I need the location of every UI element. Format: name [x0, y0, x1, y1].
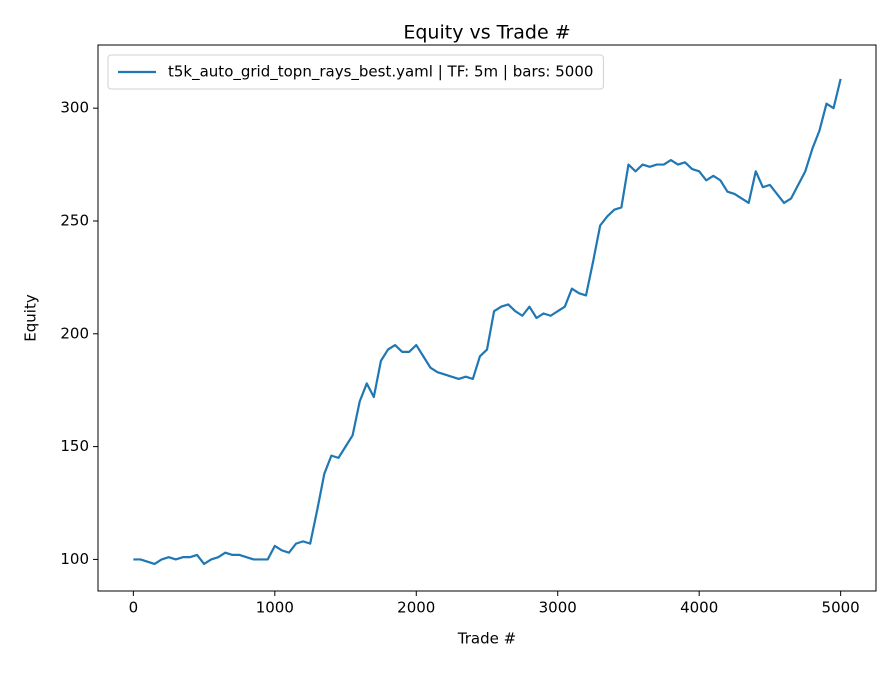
x-tick-label: 0 — [129, 599, 139, 617]
y-tick-label: 200 — [60, 324, 89, 342]
legend — [107, 54, 604, 90]
chart-title: Equity vs Trade # — [403, 22, 570, 44]
legend-label: t5k_auto_grid_topn_rays_best.yaml | TF: … — [168, 63, 593, 82]
x-tick-label: 3000 — [539, 599, 577, 617]
y-tick-label: 100 — [60, 550, 89, 568]
y-tick-label: 300 — [60, 99, 89, 117]
x-tick-label: 5000 — [822, 599, 860, 617]
y-tick-label: 150 — [60, 437, 89, 455]
x-tick-label: 1000 — [256, 599, 294, 617]
line — [133, 78, 842, 566]
plot-frame — [97, 44, 877, 592]
y-tick-label: 250 — [60, 211, 89, 229]
x-axis-label: Trade # — [457, 630, 516, 648]
x-tick-label: 2000 — [397, 599, 435, 617]
x-tick-label: 4000 — [680, 599, 718, 617]
y-axis-label: Equity — [22, 294, 40, 342]
